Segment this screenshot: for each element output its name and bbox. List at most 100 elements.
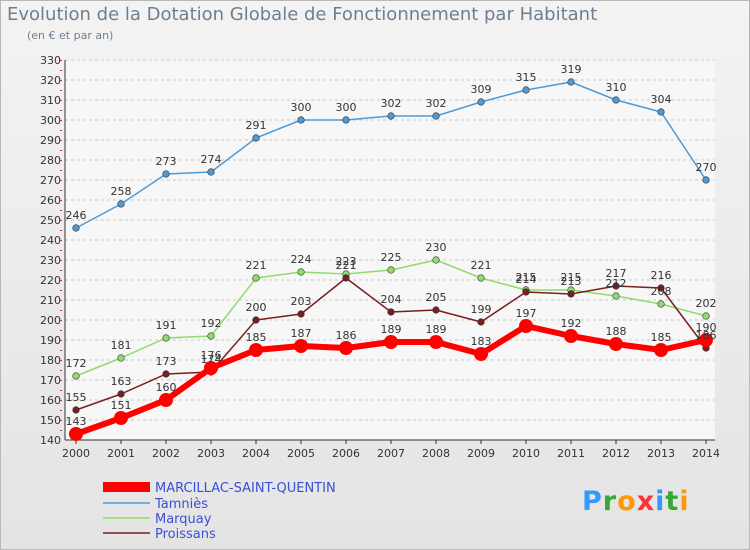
data-point [657,284,665,292]
data-point [657,108,665,116]
data-label: 185 [246,331,267,344]
y-tick-label: 170 [40,374,61,387]
data-label: 189 [426,323,447,336]
x-tick-label: 2014 [692,447,720,460]
data-label: 199 [471,303,492,316]
logo-letter: o [617,486,637,517]
y-tick-label: 220 [40,274,61,287]
y-tick-label: 320 [40,74,61,87]
x-tick-label: 2012 [602,447,630,460]
x-tick-label: 2010 [512,447,540,460]
data-point [387,112,395,120]
y-tick-label: 150 [40,414,61,427]
data-label: 203 [291,295,312,308]
data-label: 274 [201,153,222,166]
legend-label: Proissans [155,527,216,542]
data-label: 181 [111,339,132,352]
data-point [384,335,398,349]
data-point [702,312,710,320]
logo-letter: t [665,486,680,517]
data-label: 160 [156,381,177,394]
data-label: 300 [336,101,357,114]
data-label: 174 [201,353,222,366]
data-label: 224 [291,253,312,266]
x-tick-label: 2003 [197,447,225,460]
data-point [567,290,575,298]
data-point [699,333,713,347]
y-tick-label: 190 [40,334,61,347]
x-tick-label: 2009 [467,447,495,460]
x-tick-label: 2006 [332,447,360,460]
y-tick-label: 210 [40,294,61,307]
data-point [657,300,665,308]
data-label: 214 [516,273,537,286]
logo-letter: x [636,486,656,517]
data-label: 315 [516,71,537,84]
y-tick-label: 180 [40,354,61,367]
data-label: 309 [471,83,492,96]
logo-letter: r [602,486,618,517]
data-label: 246 [66,209,87,222]
data-label: 217 [606,267,627,280]
data-point [297,268,305,276]
y-tick-label: 310 [40,94,61,107]
data-point [117,200,125,208]
legend-label: Marquay [155,512,212,527]
data-label: 273 [156,155,177,168]
data-label: 200 [246,301,267,314]
data-point [339,341,353,355]
y-tick-label: 240 [40,234,61,247]
plot-area [65,60,715,440]
x-tick-label: 2004 [242,447,270,460]
data-point [432,112,440,120]
x-tick-label: 2007 [377,447,405,460]
data-label: 208 [651,285,672,298]
data-label: 302 [381,97,402,110]
data-label: 230 [426,241,447,254]
data-label: 189 [381,323,402,336]
data-point [72,372,80,380]
y-tick-label: 140 [40,434,61,447]
data-point [162,170,170,178]
data-point [72,406,80,414]
data-label: 205 [426,291,447,304]
data-point [612,96,620,104]
data-point [564,329,578,343]
data-label: 258 [111,185,132,198]
data-label: 143 [66,415,87,428]
data-label: 197 [516,307,537,320]
data-point [432,306,440,314]
data-label: 212 [606,277,627,290]
data-label: 163 [111,375,132,388]
data-label: 215 [561,271,582,284]
data-point [117,354,125,362]
y-tick-label: 280 [40,154,61,167]
data-point [162,370,170,378]
data-point [69,427,83,441]
data-label: 183 [471,335,492,348]
data-point [432,256,440,264]
data-label: 302 [426,97,447,110]
data-label: 187 [291,327,312,340]
y-tick-label: 270 [40,174,61,187]
data-point [387,266,395,274]
data-label: 213 [561,275,582,288]
data-point [162,334,170,342]
data-point [207,332,215,340]
data-point [159,393,173,407]
data-point [72,224,80,232]
x-tick-label: 2001 [107,447,135,460]
data-label: 172 [66,357,87,370]
data-label: 221 [471,259,492,272]
legend-label: MARCILLAC-SAINT-QUENTIN [155,481,336,496]
data-point [522,86,530,94]
y-tick-label: 260 [40,194,61,207]
logo-letter: i [679,486,690,517]
data-point [204,361,218,375]
data-label: 173 [156,355,177,368]
data-point [612,292,620,300]
logo-letter: P [582,486,603,517]
data-label: 270 [696,161,717,174]
data-label: 202 [696,297,717,310]
y-tick-label: 300 [40,114,61,127]
